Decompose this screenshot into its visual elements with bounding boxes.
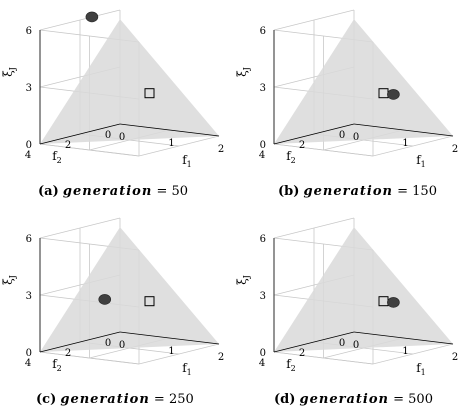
caption-c-operator: =: [153, 392, 165, 407]
caption-b: (b) generation = 150: [278, 184, 437, 199]
f1-tick-label: 2: [452, 352, 458, 363]
f1-axis-line: [353, 331, 454, 345]
xi-tick-label: 3: [260, 291, 266, 302]
caption-a-operator: =: [156, 184, 168, 199]
f1-axis-label: f1: [416, 153, 426, 169]
f1-axis-label: f1: [182, 361, 192, 377]
f1-tick-label: 2: [218, 352, 224, 363]
population-point: [85, 11, 99, 23]
caption-d-variable: generation: [299, 392, 389, 407]
xi-axis-label: ξJ: [1, 67, 17, 77]
xi-axis-label: ξJ: [235, 67, 251, 77]
f1-axis-label: f1: [182, 153, 192, 169]
f2-axis-line: [273, 123, 355, 145]
f1-tick-label: 0: [353, 132, 359, 143]
caption-c: (c) generation = 250: [36, 392, 194, 407]
xi-axis-label: ξJ: [1, 275, 17, 285]
caption-a-variable: generation: [62, 184, 153, 199]
caption-a: (a) generation = 50: [38, 184, 188, 199]
caption-b-value: 150: [412, 184, 437, 199]
simplex-plane: [40, 19, 219, 145]
f2-tick-label: 2: [65, 140, 71, 151]
grid-line: [273, 143, 374, 157]
xi-tick-label: 3: [26, 291, 32, 302]
xi-tick-label: 0: [26, 348, 32, 359]
reference-point: [144, 296, 155, 307]
f2-tick-label: 2: [299, 140, 305, 151]
grid-line: [39, 217, 121, 239]
grid-line: [39, 351, 140, 365]
xi-tick-label: 6: [260, 234, 266, 245]
f1-tick-label: 0: [353, 340, 359, 351]
f2-axis-line: [273, 331, 355, 353]
xi-tick-label: 0: [260, 348, 266, 359]
f1-axis-line: [353, 123, 454, 137]
xi-tick-label: 3: [260, 83, 266, 94]
xi-tick-label: 0: [26, 140, 32, 151]
grid-line: [39, 9, 121, 31]
caption-d-value: 500: [408, 392, 433, 407]
caption-a-tag: (a): [38, 184, 59, 199]
xi-tick-label: 6: [260, 26, 266, 37]
f1-tick-label: 2: [452, 144, 458, 155]
f2-tick-label: 0: [105, 130, 111, 141]
population-point: [98, 294, 112, 305]
xi-tick-label: 6: [26, 26, 32, 37]
xi-tick-label: 3: [26, 83, 32, 94]
caption-c-variable: generation: [60, 392, 150, 407]
f1-axis-line: [119, 331, 220, 345]
caption-d-operator: =: [393, 392, 405, 407]
f1-tick-label: 1: [168, 138, 174, 149]
grid-line: [273, 217, 355, 239]
caption-d: (d) generation = 500: [274, 392, 433, 407]
population-point: [387, 89, 400, 100]
f2-axis-label: f2: [52, 357, 62, 373]
f1-tick-label: 1: [402, 138, 408, 149]
f2-tick-label: 0: [339, 338, 345, 349]
f2-tick-label: 4: [25, 358, 31, 369]
f1-tick-label: 1: [402, 346, 408, 357]
grid-line: [273, 351, 374, 365]
f2-tick-label: 4: [259, 150, 265, 161]
caption-b-variable: generation: [303, 184, 393, 199]
f2-tick-label: 2: [299, 348, 305, 359]
f1-tick-label: 1: [168, 346, 174, 357]
f1-tick-label: 2: [218, 144, 224, 155]
caption-d-tag: (d): [274, 392, 296, 407]
f2-axis-label: f2: [286, 149, 296, 165]
f2-tick-label: 0: [339, 130, 345, 141]
caption-a-value: 50: [171, 184, 189, 199]
f2-axis-label: f2: [52, 149, 62, 165]
simplex-plane: [274, 227, 453, 352]
caption-c-tag: (c): [36, 392, 57, 407]
f2-axis-label: f2: [286, 357, 296, 373]
grid-line: [273, 9, 355, 31]
f1-tick-label: 0: [119, 132, 125, 143]
f1-tick-label: 0: [119, 340, 125, 351]
caption-c-value: 250: [168, 392, 194, 407]
f2-tick-label: 2: [65, 348, 71, 359]
xi-tick-label: 6: [26, 234, 32, 245]
caption-b-tag: (b): [278, 184, 300, 199]
f1-axis-line: [119, 123, 220, 137]
population-point: [387, 297, 400, 308]
f2-tick-label: 4: [259, 358, 265, 369]
reference-point: [144, 88, 155, 99]
f2-axis-line: [39, 331, 121, 353]
f1-axis-label: f1: [416, 361, 426, 377]
f2-axis-line: [39, 123, 121, 145]
caption-b-operator: =: [397, 184, 409, 199]
xi-axis-label: ξJ: [235, 275, 251, 285]
f2-tick-label: 4: [25, 150, 31, 161]
grid-line: [39, 143, 140, 157]
xi-tick-label: 0: [260, 140, 266, 151]
f2-tick-label: 0: [105, 338, 111, 349]
simplex-plane: [40, 227, 219, 352]
simplex-plane: [274, 19, 453, 145]
